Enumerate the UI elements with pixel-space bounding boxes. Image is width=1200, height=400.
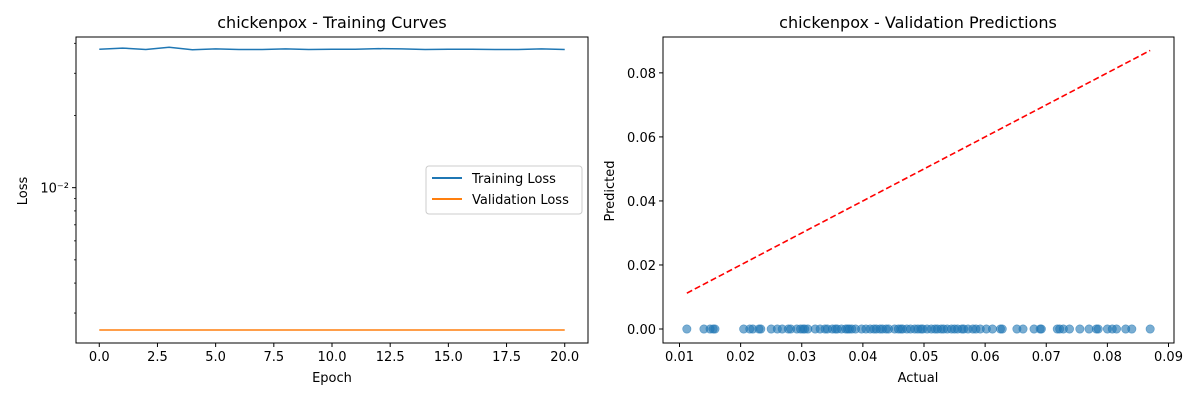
legend-label-validation-loss: Validation Loss xyxy=(472,193,569,208)
training-x-tick-label: 20.0 xyxy=(550,350,579,365)
predictions-y-tick-label: 0.06 xyxy=(627,131,656,146)
training-x-tick-label: 2.5 xyxy=(147,350,168,365)
predictions-y-tick-label: 0.08 xyxy=(627,67,656,82)
predictions-y-axis-label: Predicted xyxy=(603,160,618,221)
predictions-x-tick-label: 0.09 xyxy=(1154,350,1183,365)
predictions-reference-line-group xyxy=(686,49,1151,294)
training-x-tick-label: 0.0 xyxy=(89,350,110,365)
predictions-x-tick-label: 0.03 xyxy=(787,350,816,365)
validation-predictions-panel: chickenpox - Validation Predictions Actu… xyxy=(603,13,1183,386)
training-x-tick-label: 17.5 xyxy=(492,350,521,365)
scatter-point xyxy=(1093,324,1103,334)
training-x-tick-label: 5.0 xyxy=(205,350,226,365)
training-curves-panel: chickenpox - Training Curves Epoch Loss … xyxy=(16,13,589,386)
training-x-tick-label: 15.0 xyxy=(434,350,463,365)
reference-line xyxy=(686,49,1151,294)
scatter-point xyxy=(756,324,766,334)
scatter-point xyxy=(997,324,1007,334)
training-x-tick-label: 12.5 xyxy=(376,350,405,365)
training-y-axis-label: Loss xyxy=(16,177,31,206)
scatter-point xyxy=(710,324,720,334)
predictions-x-tick-label: 0.02 xyxy=(726,350,755,365)
series-line-training-loss xyxy=(99,46,565,51)
predictions-axis-ticks: 0.01 0.02 0.03 0.04 0.05 0.06 0.07 0.08 0.09 0.00… xyxy=(627,67,1183,365)
predictions-y-tick-label: 0.04 xyxy=(627,195,656,210)
predictions-x-axis-label: Actual xyxy=(898,371,939,386)
training-y-tick-label: 10⁻² xyxy=(40,182,69,197)
training-series-lines xyxy=(99,46,565,331)
predictions-y-tick-label: 0.02 xyxy=(627,259,656,274)
predictions-x-tick-label: 0.08 xyxy=(1093,350,1122,365)
training-plot-frame xyxy=(75,36,589,344)
training-x-tick-label: 10.0 xyxy=(318,350,347,365)
scatter-point xyxy=(1064,324,1074,334)
legend-box xyxy=(425,165,583,215)
scatter-point xyxy=(1075,324,1085,334)
scatter-point xyxy=(987,324,997,334)
training-x-axis-label: Epoch xyxy=(312,371,352,386)
predictions-x-tick-label: 0.07 xyxy=(1032,350,1061,365)
scatter-point xyxy=(1127,324,1137,334)
predictions-scatter-points xyxy=(682,324,1155,334)
predictions-x-tick-label: 0.01 xyxy=(665,350,694,365)
training-legend: Training Loss Validation Loss xyxy=(425,165,583,215)
scatter-point xyxy=(1036,324,1046,334)
predictions-x-tick-label: 0.06 xyxy=(971,350,1000,365)
training-x-tick-label: 7.5 xyxy=(263,350,284,365)
predictions-x-tick-label: 0.05 xyxy=(910,350,939,365)
predictions-plot-frame xyxy=(662,36,1175,344)
scatter-point xyxy=(1018,324,1028,334)
scatter-point xyxy=(1112,324,1122,334)
training-axis-ticks: 0.0 2.5 5.0 7.5 10.0 12.5 15.0 17.5 20.0 10⁻² xyxy=(40,42,579,365)
training-chart-title: chickenpox - Training Curves xyxy=(217,13,446,32)
predictions-y-tick-label: 0.00 xyxy=(627,323,656,338)
predictions-chart-title: chickenpox - Validation Predictions xyxy=(779,13,1057,32)
scatter-point xyxy=(682,324,692,334)
scatter-point xyxy=(1145,324,1155,334)
predictions-x-tick-label: 0.04 xyxy=(848,350,877,365)
legend-label-training-loss: Training Loss xyxy=(471,172,556,187)
